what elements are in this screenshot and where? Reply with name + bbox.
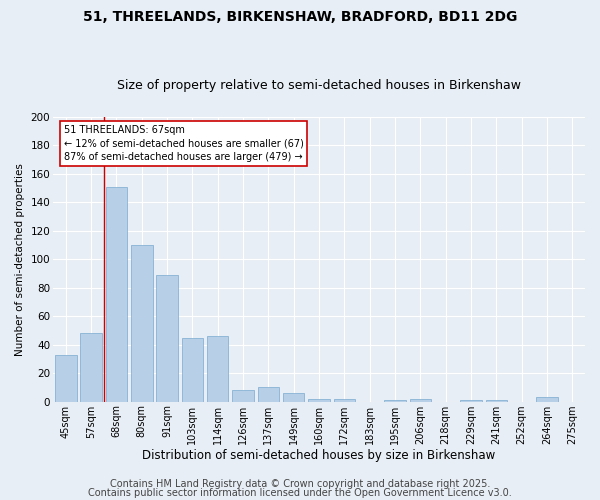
Bar xyxy=(106,186,127,402)
Bar xyxy=(131,245,152,402)
Bar xyxy=(485,400,507,402)
Bar xyxy=(55,354,77,402)
Bar xyxy=(384,400,406,402)
Bar xyxy=(410,399,431,402)
Bar xyxy=(232,390,254,402)
Bar xyxy=(207,336,229,402)
Text: 51, THREELANDS, BIRKENSHAW, BRADFORD, BD11 2DG: 51, THREELANDS, BIRKENSHAW, BRADFORD, BD… xyxy=(83,10,517,24)
Bar xyxy=(157,275,178,402)
Bar xyxy=(182,338,203,402)
Bar xyxy=(80,334,102,402)
Bar xyxy=(257,388,279,402)
Bar xyxy=(460,400,482,402)
Text: Contains HM Land Registry data © Crown copyright and database right 2025.: Contains HM Land Registry data © Crown c… xyxy=(110,479,490,489)
Y-axis label: Number of semi-detached properties: Number of semi-detached properties xyxy=(15,163,25,356)
Text: Contains public sector information licensed under the Open Government Licence v3: Contains public sector information licen… xyxy=(88,488,512,498)
Bar xyxy=(334,399,355,402)
Bar xyxy=(308,399,330,402)
Bar xyxy=(283,393,304,402)
Title: Size of property relative to semi-detached houses in Birkenshaw: Size of property relative to semi-detach… xyxy=(117,79,521,92)
Bar xyxy=(536,398,558,402)
Text: 51 THREELANDS: 67sqm
← 12% of semi-detached houses are smaller (67)
87% of semi-: 51 THREELANDS: 67sqm ← 12% of semi-detac… xyxy=(64,126,304,162)
X-axis label: Distribution of semi-detached houses by size in Birkenshaw: Distribution of semi-detached houses by … xyxy=(142,450,496,462)
